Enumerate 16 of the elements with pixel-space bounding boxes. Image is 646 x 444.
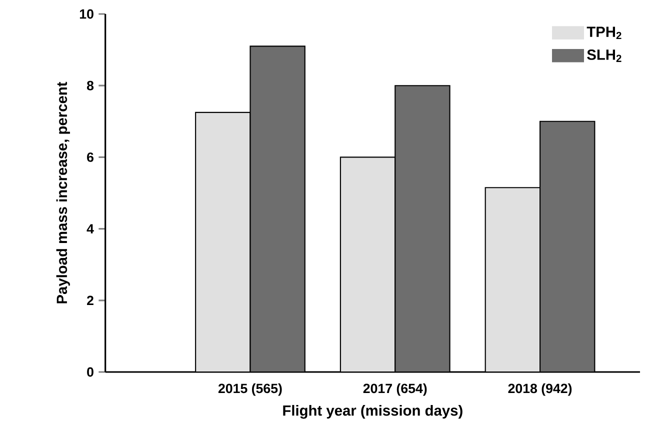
y-tick-label: 8 bbox=[86, 80, 94, 90]
y-tick-label: 6 bbox=[87, 152, 94, 162]
legend-label: SLH$_{2}$ bbox=[587, 50, 622, 62]
y-tick-label: 0 bbox=[87, 367, 94, 377]
legend-label: TPH$_{2}$ bbox=[586, 26, 622, 40]
bar bbox=[195, 112, 251, 372]
x-tick-label: 2017 (654) bbox=[363, 383, 427, 396]
x-tick-label: 2018 (942) bbox=[508, 383, 572, 396]
y-tick-label: 4 bbox=[86, 224, 94, 234]
bar bbox=[484, 187, 541, 372]
bar bbox=[340, 156, 396, 372]
y-tick-label: 2 bbox=[87, 296, 94, 306]
x-tick-label: 2015 (565) bbox=[218, 383, 282, 396]
x-axis-title: Flight year (mission days) bbox=[283, 404, 462, 419]
y-axis-title: Payload mass increase, percent bbox=[56, 82, 70, 304]
y-tick-label: 10 bbox=[80, 9, 94, 19]
